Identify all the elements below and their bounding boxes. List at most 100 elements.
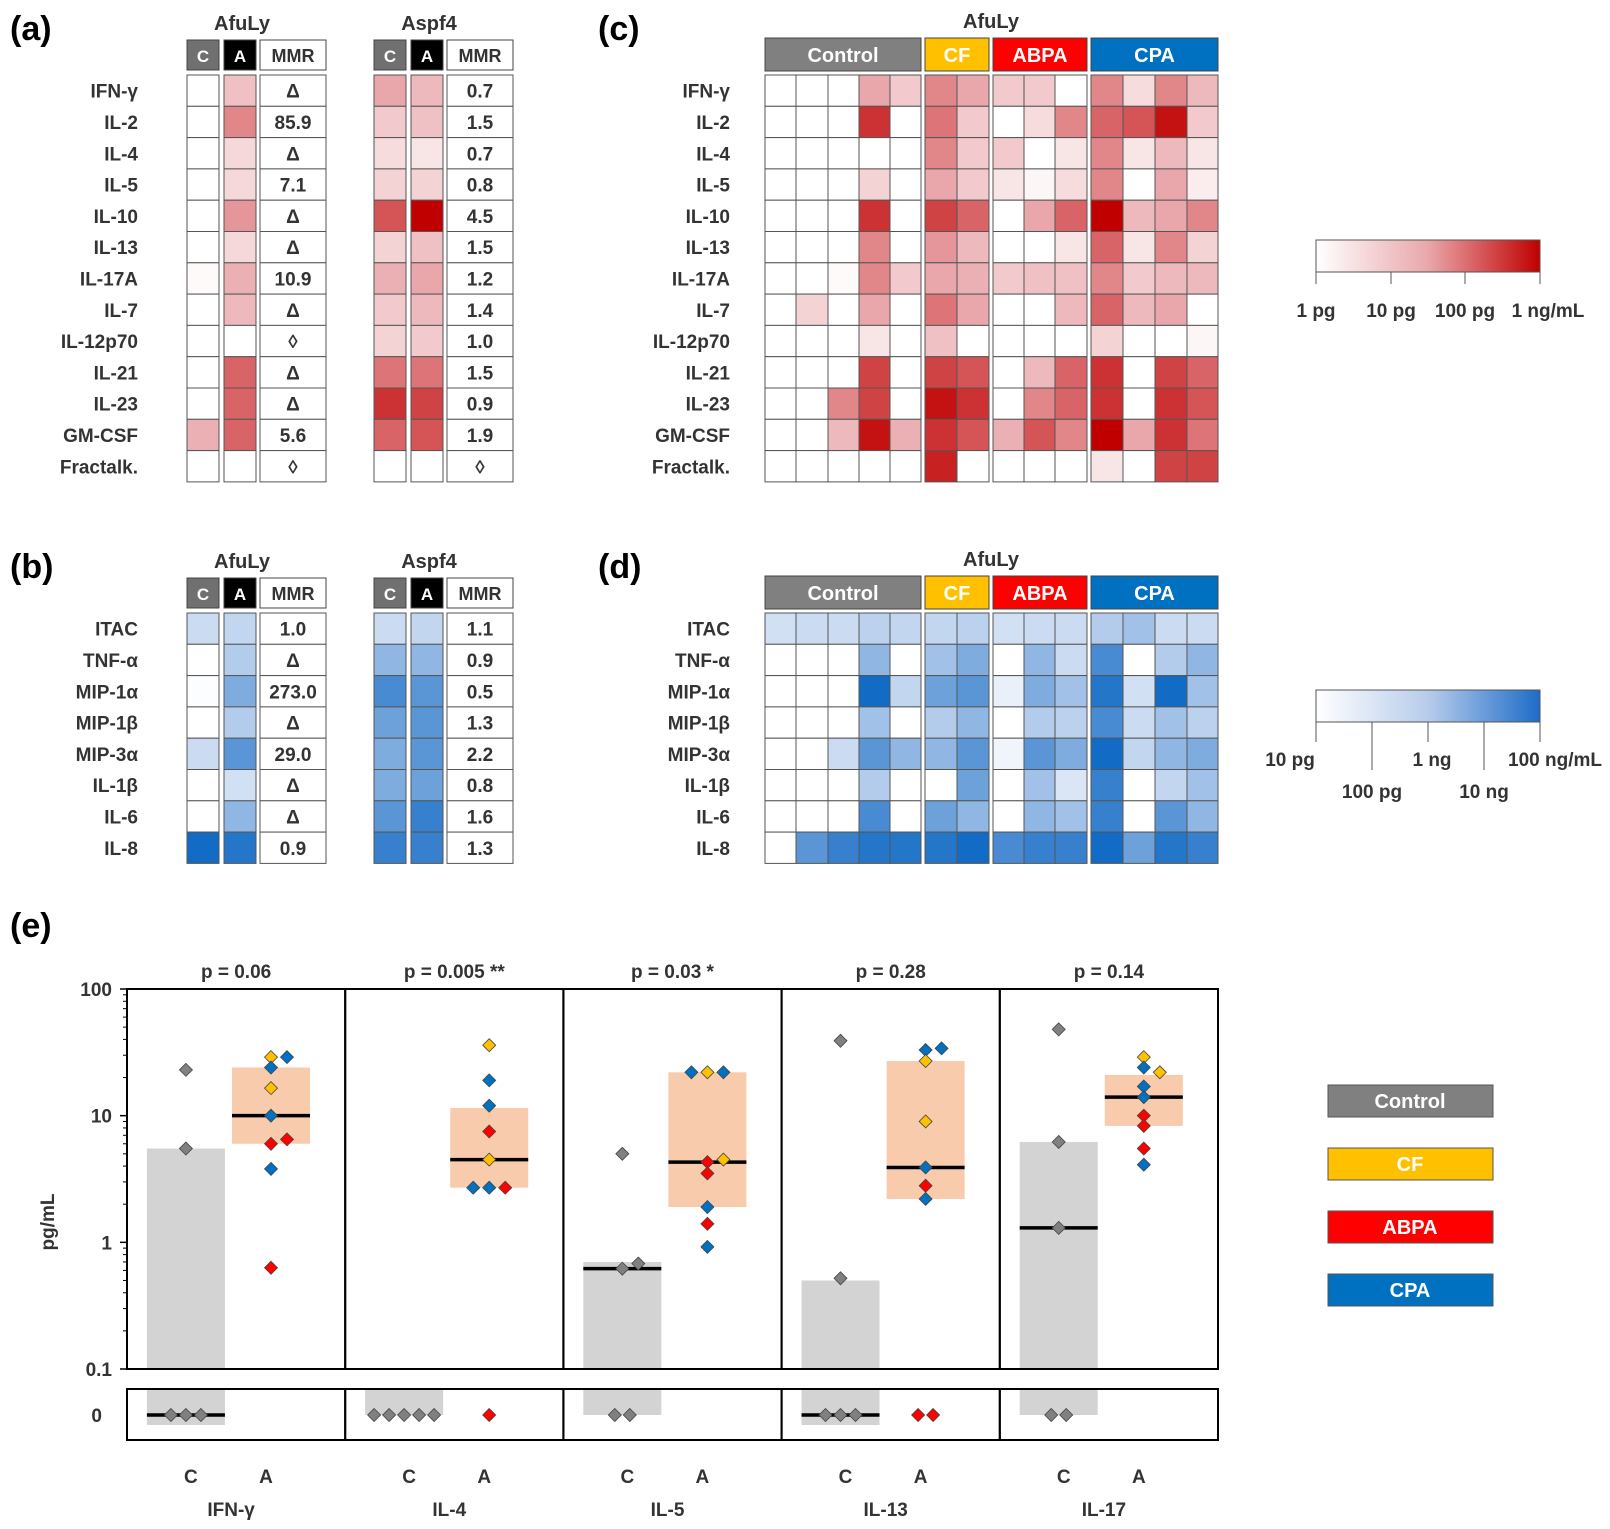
heat-cell: [1186, 706, 1219, 739]
heat-cell: [1154, 831, 1188, 864]
heat-cell: [827, 105, 860, 139]
group-legend: Control CF ABPA CPA: [1327, 1084, 1494, 1307]
heat-cell: [858, 706, 891, 739]
heat-cell: [1186, 262, 1219, 295]
heat-cell: [827, 737, 860, 771]
heat-cell: [1154, 137, 1188, 170]
heat-cell-a: [223, 105, 257, 139]
row-label: IL-8: [696, 839, 730, 860]
heat-cell: [1186, 612, 1219, 645]
heat-cell: [1186, 450, 1219, 483]
data-point: [482, 1098, 497, 1113]
heat-cell: [795, 324, 829, 358]
mmr-value: 0.9: [467, 395, 493, 416]
heat-cell: [889, 105, 922, 139]
heat-cell-c: [186, 356, 220, 389]
data-point: [1136, 1060, 1151, 1075]
mmr-value: 1.1: [467, 620, 494, 641]
data-point: [482, 1407, 497, 1423]
data-point: [833, 1271, 848, 1286]
heat-cell: [1090, 706, 1124, 739]
heat-cell: [924, 675, 958, 708]
row-label: TNF-α: [675, 651, 730, 672]
heat-cell: [1054, 450, 1088, 483]
data-point: [367, 1407, 382, 1423]
heat-cell: [1154, 199, 1188, 232]
mmr-value: 0.8: [467, 776, 493, 797]
mmr-cell: [446, 293, 514, 326]
y-tick-label: 10: [91, 1107, 112, 1128]
heat-cell: [1122, 137, 1156, 170]
group-header-control: [764, 37, 922, 72]
heat-cell: [1054, 643, 1088, 677]
mmr-cell: [446, 450, 514, 483]
mmr-value: 0.9: [467, 651, 493, 672]
heat-cell: [889, 387, 922, 420]
heat-cell: [1154, 643, 1188, 677]
heat-cell: [1090, 231, 1124, 264]
heat-cell: [924, 387, 958, 420]
heat-cell: [992, 293, 1025, 326]
header-a: [410, 577, 444, 609]
heat-cell: [1186, 356, 1219, 389]
data-point: [1152, 1065, 1167, 1080]
heat-cell: [1154, 356, 1188, 389]
x-group-label: C: [839, 1467, 853, 1488]
blue-gradient-bar: [1315, 689, 1541, 723]
subplot-3: p = 0.28 C A IL-13: [780, 962, 1001, 1521]
heat-cell: [889, 418, 922, 452]
data-point: [833, 1033, 848, 1048]
mmr-value: 1.4: [467, 301, 494, 322]
heat-cell: [795, 769, 829, 802]
heat-cell: [795, 387, 829, 420]
mmr-value: 1.2: [467, 269, 493, 290]
heat-cell: [956, 737, 990, 771]
mmr-value: Δ: [286, 82, 300, 103]
heat-cell-a: [410, 800, 444, 833]
mmr-value: Δ: [286, 207, 300, 228]
heat-cell: [1186, 324, 1219, 358]
box-control: [1019, 1141, 1098, 1369]
group-header-cpa: [1090, 575, 1219, 610]
heat-cell-a: [223, 737, 257, 771]
heat-cell: [889, 612, 922, 645]
row-label: IFN-γ: [91, 82, 139, 103]
mmr-cell: [446, 706, 514, 739]
legend-swatch-control: [1327, 1084, 1494, 1118]
x-group-label: A: [1132, 1467, 1146, 1488]
data-point: [631, 1256, 646, 1271]
data-point: [263, 1108, 279, 1123]
heat-cell-c: [373, 168, 407, 201]
heat-cell-a: [410, 612, 444, 645]
data-point: [412, 1407, 427, 1423]
row-label: MIP-3α: [76, 745, 139, 766]
data-point: [482, 1124, 497, 1139]
heat-cell: [795, 800, 829, 833]
heat-cell-a: [223, 137, 257, 170]
header-a-label: A: [421, 585, 433, 604]
mmr-value: 1.5: [467, 238, 494, 259]
heat-cell-c: [186, 231, 220, 264]
header-mmr: [446, 577, 514, 609]
heat-cell: [764, 769, 797, 802]
group-header-label: ABPA: [1012, 583, 1067, 605]
heat-cell: [827, 706, 860, 739]
header-mmr-label: MMR: [459, 584, 502, 604]
red-tick-label: 1 pg: [1296, 301, 1335, 322]
mmr-value: 7.1: [280, 176, 307, 197]
heat-cell-c: [373, 262, 407, 295]
heat-cell: [956, 168, 990, 201]
data-point: [1136, 1090, 1151, 1105]
heat-cell: [1054, 262, 1088, 295]
heat-cell: [1122, 612, 1156, 645]
heat-cell-c: [373, 675, 407, 708]
heat-cell: [1090, 356, 1124, 389]
heat-cell: [858, 612, 891, 645]
heat-cell: [858, 387, 891, 420]
heat-cell-c: [373, 706, 407, 739]
data-point: [482, 1073, 497, 1088]
mmr-value: 85.9: [275, 113, 312, 134]
heat-cell: [1054, 168, 1088, 201]
heat-cell-a: [410, 831, 444, 864]
mmr-value: 0.7: [467, 144, 493, 165]
